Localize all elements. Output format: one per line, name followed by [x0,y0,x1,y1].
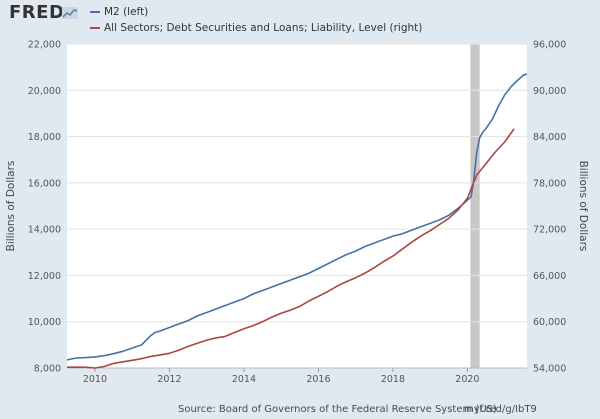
legend-item-m2: M2 (left) [90,4,422,20]
chart-legend: M2 (left) All Sectors; Debt Securities a… [90,4,422,36]
right-axis-title: Billions of Dollars [577,161,589,252]
legend-label-debt: All Sectors; Debt Securities and Loans; … [104,22,423,34]
trend-chart-icon [62,7,78,19]
right-tick-label: 90,000 [533,86,566,97]
recession-band [470,44,480,368]
legend-swatch-debt [90,27,100,29]
right-tick-label: 84,000 [533,132,566,143]
right-tick-label: 66,000 [533,271,566,282]
left-tick-label: 10,000 [28,317,61,328]
x-tick-label: 2010 [83,374,107,385]
left-tick-label: 8,000 [34,364,61,375]
x-tick-label: 2018 [381,374,405,385]
left-tick-label: 16,000 [28,178,61,189]
left-tick-label: 20,000 [28,86,61,97]
series-line-debt [67,128,515,369]
x-tick-label: 2012 [157,374,181,385]
x-tick-label: 2014 [232,374,256,385]
left-axis-title: Billions of Dollars [5,161,17,252]
right-tick-label: 78,000 [533,178,566,189]
left-tick-label: 12,000 [28,271,61,282]
series-line-m2 [66,73,528,361]
left-tick-label: 14,000 [28,225,61,236]
left-tick-label: 18,000 [28,132,61,143]
plot-area [67,44,527,368]
right-tick-label: 60,000 [533,317,566,328]
x-tick-label: 2016 [306,374,330,385]
short-url-link[interactable]: myf.red/g/IbT9 [464,404,537,415]
fred-logo: FRED [9,2,65,23]
legend-item-debt: All Sectors; Debt Securities and Loans; … [90,20,422,36]
legend-swatch-m2 [90,11,100,13]
source-text: Source: Board of Governors of the Federa… [178,404,497,415]
right-tick-label: 96,000 [533,40,566,51]
right-tick-label: 54,000 [533,364,566,375]
header: FRED M2 (left) All Sectors; Debt Securit… [0,0,600,40]
right-tick-label: 72,000 [533,225,566,236]
left-tick-label: 22,000 [28,40,61,51]
x-tick-label: 2020 [455,374,479,385]
legend-label-m2: M2 (left) [104,6,149,18]
